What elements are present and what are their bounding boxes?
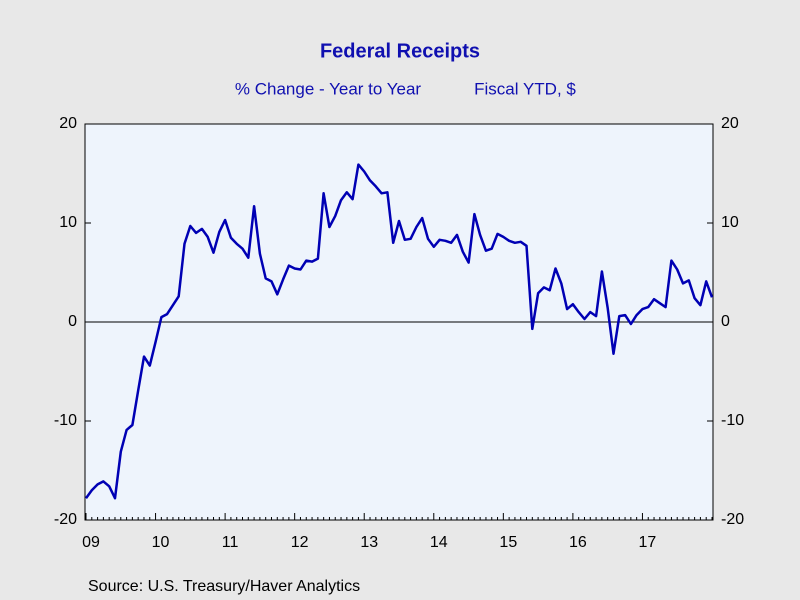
data-line bbox=[84, 163, 714, 500]
x-tick-label: 13 bbox=[360, 534, 378, 551]
subtitle: % Change - Year to Year bbox=[235, 79, 422, 98]
y-tick-label: -10 bbox=[54, 412, 77, 429]
y2-tick-label: -10 bbox=[721, 412, 744, 429]
subtitle: Fiscal YTD, $ bbox=[474, 79, 576, 98]
x-tick-label: 11 bbox=[222, 534, 239, 551]
y2-tick-label: 0 bbox=[721, 313, 730, 330]
x-tick-label: 12 bbox=[291, 534, 309, 551]
y-tick-label: -20 bbox=[54, 511, 77, 528]
x-tick-label: 17 bbox=[639, 534, 657, 551]
chart-title: Federal Receipts bbox=[320, 40, 480, 62]
y2-tick-label: -20 bbox=[721, 511, 744, 528]
y2-tick-label: 20 bbox=[721, 115, 739, 132]
x-tick-label: 10 bbox=[152, 534, 170, 551]
y-tick-label: 0 bbox=[68, 313, 77, 330]
y-tick-label: 20 bbox=[59, 115, 77, 132]
source: Source: U.S. Treasury/Haver Analytics bbox=[88, 578, 360, 595]
y2-tick-label: 10 bbox=[721, 214, 739, 231]
x-tick-label: 16 bbox=[569, 534, 587, 551]
x-tick-label: 15 bbox=[499, 534, 517, 551]
y-tick-label: 10 bbox=[59, 214, 77, 231]
x-tick-label: 14 bbox=[430, 534, 448, 551]
x-tick-label: 09 bbox=[82, 534, 100, 551]
